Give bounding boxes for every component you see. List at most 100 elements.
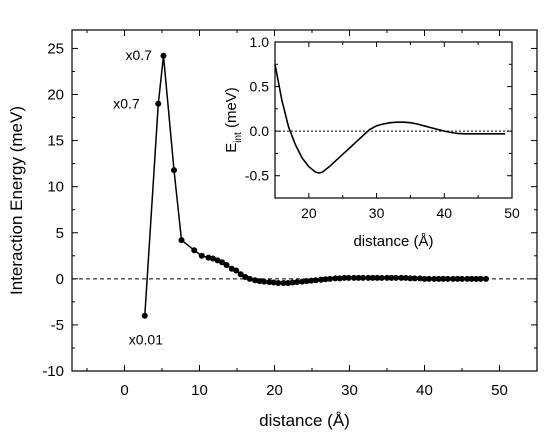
data-point xyxy=(369,274,376,281)
data-point xyxy=(431,275,438,282)
data-point xyxy=(388,274,395,281)
inset-x-tick-label: 30 xyxy=(369,205,385,221)
y-tick-label: 5 xyxy=(56,225,64,242)
data-point xyxy=(252,277,258,284)
annotation-label: x0.7 xyxy=(113,96,140,112)
annotation-label: x0.01 xyxy=(129,332,163,348)
data-point xyxy=(473,275,480,282)
data-point xyxy=(270,279,277,286)
inset-y-tick-label: 0.0 xyxy=(250,123,270,139)
data-point xyxy=(228,265,235,272)
data-point xyxy=(223,262,230,269)
data-point xyxy=(374,274,381,281)
x-tick-label: 0 xyxy=(120,382,128,399)
data-point xyxy=(178,237,185,244)
data-point xyxy=(426,275,432,282)
data-point xyxy=(393,274,399,281)
y-tick-label: -10 xyxy=(42,363,64,380)
data-point xyxy=(210,255,216,262)
data-point xyxy=(233,267,240,274)
data-point xyxy=(398,274,405,281)
annotation-label: x0.7 xyxy=(126,47,153,63)
data-point xyxy=(322,276,329,283)
data-point xyxy=(294,279,300,286)
data-point xyxy=(365,274,372,281)
data-point xyxy=(275,279,282,286)
y-tick-label: -5 xyxy=(51,317,64,334)
data-point xyxy=(266,279,273,286)
y-tick-label: 10 xyxy=(47,179,64,196)
data-point xyxy=(341,274,348,281)
y-axis-title: Interaction Energy (meV) xyxy=(7,106,26,295)
data-point xyxy=(421,275,428,282)
inset-x-tick-label: 40 xyxy=(436,205,452,221)
data-point xyxy=(444,275,451,282)
y-tick-label: 15 xyxy=(47,133,64,150)
x-tick-label: 30 xyxy=(341,382,358,399)
inset-y-tick-label: 0.5 xyxy=(250,79,270,95)
inset-chart: 20 30 40 50 -0.5 0.0 0.5 1.0 distance (Å) Eint (m… xyxy=(223,34,520,250)
data-point xyxy=(280,279,287,286)
data-point xyxy=(417,275,423,282)
data-point xyxy=(454,275,461,282)
y-tick-label: 20 xyxy=(47,87,64,104)
data-point xyxy=(402,274,409,281)
data-point xyxy=(303,278,310,285)
data-point xyxy=(160,52,167,59)
data-point xyxy=(464,275,471,282)
data-point xyxy=(318,276,324,283)
data-point xyxy=(237,271,244,278)
data-point xyxy=(285,279,291,286)
inset-x-axis-title: distance (Å) xyxy=(353,233,433,250)
data-point xyxy=(450,275,456,282)
data-point xyxy=(256,278,263,285)
data-point xyxy=(141,312,148,319)
data-point xyxy=(345,274,352,281)
x-tick-label: 50 xyxy=(491,382,508,399)
data-point xyxy=(360,274,366,281)
data-point xyxy=(155,100,162,107)
data-point xyxy=(205,254,212,261)
inset-series-line xyxy=(274,64,506,174)
data-point xyxy=(384,274,390,281)
x-tick-label: 40 xyxy=(416,382,433,399)
data-point xyxy=(440,275,447,282)
data-point xyxy=(407,275,414,282)
data-point xyxy=(336,275,343,282)
inset-x-tick-label: 50 xyxy=(504,205,520,221)
data-point xyxy=(332,275,339,282)
data-point xyxy=(219,259,225,266)
data-point xyxy=(468,275,475,282)
main-chart: 0 10 20 30 40 50 -10 -5 0 5 10 15 20 25 distance (Å) In… xyxy=(7,29,538,430)
data-point xyxy=(411,275,418,282)
data-point xyxy=(242,273,249,280)
data-point xyxy=(289,279,296,286)
data-point xyxy=(327,275,333,282)
data-point xyxy=(214,257,221,264)
inset-x-tick-label: 20 xyxy=(301,205,317,221)
data-point xyxy=(308,277,315,284)
data-point xyxy=(483,275,489,282)
data-point xyxy=(435,275,442,282)
y-tick-label: 0 xyxy=(56,271,64,288)
plot-frame xyxy=(71,29,538,372)
x-tick-label: 20 xyxy=(266,382,283,399)
inset-y-tick-label: 1.0 xyxy=(250,34,270,50)
data-point xyxy=(459,275,465,282)
inset-frame xyxy=(274,41,513,199)
data-point xyxy=(351,274,357,281)
data-point xyxy=(355,274,362,281)
inset-y-axis-title: Eint (meV) xyxy=(223,87,244,153)
x-tick-label: 10 xyxy=(191,382,208,399)
data-point xyxy=(171,167,177,174)
data-point xyxy=(198,252,205,259)
data-point xyxy=(299,278,306,285)
data-point xyxy=(261,278,267,285)
data-point xyxy=(477,275,484,282)
data-point xyxy=(312,277,319,284)
data-point xyxy=(246,275,253,282)
inset-y-tick-label: -0.5 xyxy=(245,168,269,184)
data-point xyxy=(191,247,198,254)
data-point xyxy=(378,274,385,281)
